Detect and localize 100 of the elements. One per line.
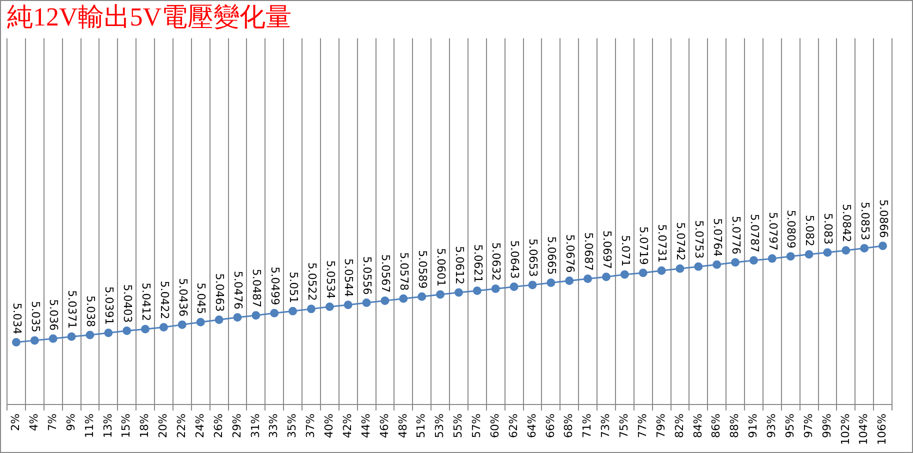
data-label: 5.038 <box>84 295 98 327</box>
x-tick-label: 2% <box>9 414 22 432</box>
data-label: 5.0697 <box>600 230 614 269</box>
data-label: 5.0578 <box>398 252 411 291</box>
point <box>694 262 703 271</box>
point <box>306 304 316 314</box>
x-tick-label: 95% <box>783 414 796 438</box>
x-tick-label: 75% <box>618 414 631 438</box>
chart-title: 純12V輸出5V電壓變化量 <box>7 2 292 32</box>
point <box>676 264 684 273</box>
x-tick-label: 66% <box>544 414 557 438</box>
x-tick-label: 37% <box>304 414 318 438</box>
x-tick-label: 15% <box>120 414 133 438</box>
data-label: 5.0601 <box>434 248 448 286</box>
data-label: 5.036 <box>47 299 60 331</box>
point <box>454 288 463 297</box>
data-label: 5.0776 <box>729 216 742 254</box>
x-tick-label: 88% <box>728 414 742 438</box>
x-tick-label: 93% <box>765 414 778 438</box>
x-tick-label: 9% <box>64 414 78 432</box>
point <box>178 320 186 329</box>
x-tick-label: 82% <box>672 414 686 438</box>
data-label: 5.0391 <box>102 286 116 325</box>
data-label: 5.0742 <box>674 222 688 261</box>
data-label: 5.0787 <box>748 214 761 252</box>
data-label: 5.0643 <box>508 240 522 279</box>
data-label: 5.0719 <box>637 226 650 265</box>
point <box>362 298 371 307</box>
data-label: 5.0612 <box>452 246 466 284</box>
point <box>731 258 740 267</box>
x-tick-label: 104% <box>857 414 870 446</box>
point <box>288 306 298 316</box>
point <box>159 323 168 332</box>
point <box>510 282 518 292</box>
x-tick-label: 35% <box>286 414 299 438</box>
x-tick-label: 73% <box>599 414 612 438</box>
data-label: 5.0632 <box>490 242 503 281</box>
x-tick-label: 84% <box>691 414 704 438</box>
point <box>528 280 537 290</box>
x-tick-label: 26% <box>212 414 225 438</box>
data-label: 5.0567 <box>379 254 392 293</box>
x-tick-label: 18% <box>138 414 152 438</box>
point <box>418 292 426 301</box>
data-label: 5.083 <box>822 213 835 245</box>
x-tick-label: 51% <box>414 414 428 438</box>
point <box>86 330 94 340</box>
data-label: 5.0665 <box>545 236 558 275</box>
data-label: 5.0687 <box>582 232 595 271</box>
point <box>491 284 500 294</box>
data-label: 5.035 <box>28 300 42 332</box>
data-label: 5.0731 <box>656 224 669 263</box>
data-label: 5.0534 <box>324 260 337 299</box>
point <box>546 278 556 287</box>
x-tick-label: 79% <box>654 414 668 438</box>
point <box>620 270 629 279</box>
data-label: 5.0476 <box>232 270 245 310</box>
data-label: 5.0522 <box>305 262 318 301</box>
data-label: 5.0866 <box>876 199 890 238</box>
point <box>344 300 352 310</box>
point <box>749 256 758 265</box>
x-tick-label: 102% <box>838 414 852 446</box>
point <box>252 311 260 320</box>
data-label: 5.0853 <box>858 202 872 240</box>
x-tick-label: 68% <box>562 414 576 438</box>
point <box>786 252 795 261</box>
data-label: 5.0487 <box>250 268 264 308</box>
data-label: 5.0653 <box>526 238 540 277</box>
x-tick-label: 46% <box>378 414 391 438</box>
data-label: 5.0589 <box>416 250 429 289</box>
point <box>565 276 574 285</box>
point <box>657 266 666 275</box>
data-label: 5.0544 <box>342 258 356 297</box>
point <box>399 294 408 303</box>
x-tick-label: 77% <box>636 414 649 438</box>
point <box>270 308 279 318</box>
x-tick-label: 22% <box>175 414 188 438</box>
data-label: 5.0764 <box>710 218 724 257</box>
point <box>214 315 224 324</box>
x-tick-label: 71% <box>580 414 594 438</box>
point <box>472 286 482 296</box>
point <box>196 318 205 326</box>
data-label: 5.0403 <box>120 284 134 323</box>
point <box>141 324 150 334</box>
point <box>67 332 76 341</box>
x-tick-label: 29% <box>230 414 244 438</box>
point <box>860 244 869 253</box>
x-tick-label: 4% <box>28 414 41 432</box>
x-tick-label: 97% <box>802 414 815 438</box>
x-tick-label: 48% <box>396 414 410 438</box>
data-label: 5.0556 <box>360 256 374 295</box>
x-tick-label: 31% <box>248 414 262 438</box>
point <box>638 268 648 278</box>
x-tick-label: 53% <box>433 414 446 438</box>
data-label: 5.0463 <box>213 273 226 312</box>
x-tick-label: 24% <box>193 414 206 438</box>
point <box>842 246 850 255</box>
x-tick-label: 11% <box>82 414 96 438</box>
point <box>768 254 776 263</box>
point <box>804 250 814 259</box>
x-tick-label: 60% <box>488 414 502 438</box>
